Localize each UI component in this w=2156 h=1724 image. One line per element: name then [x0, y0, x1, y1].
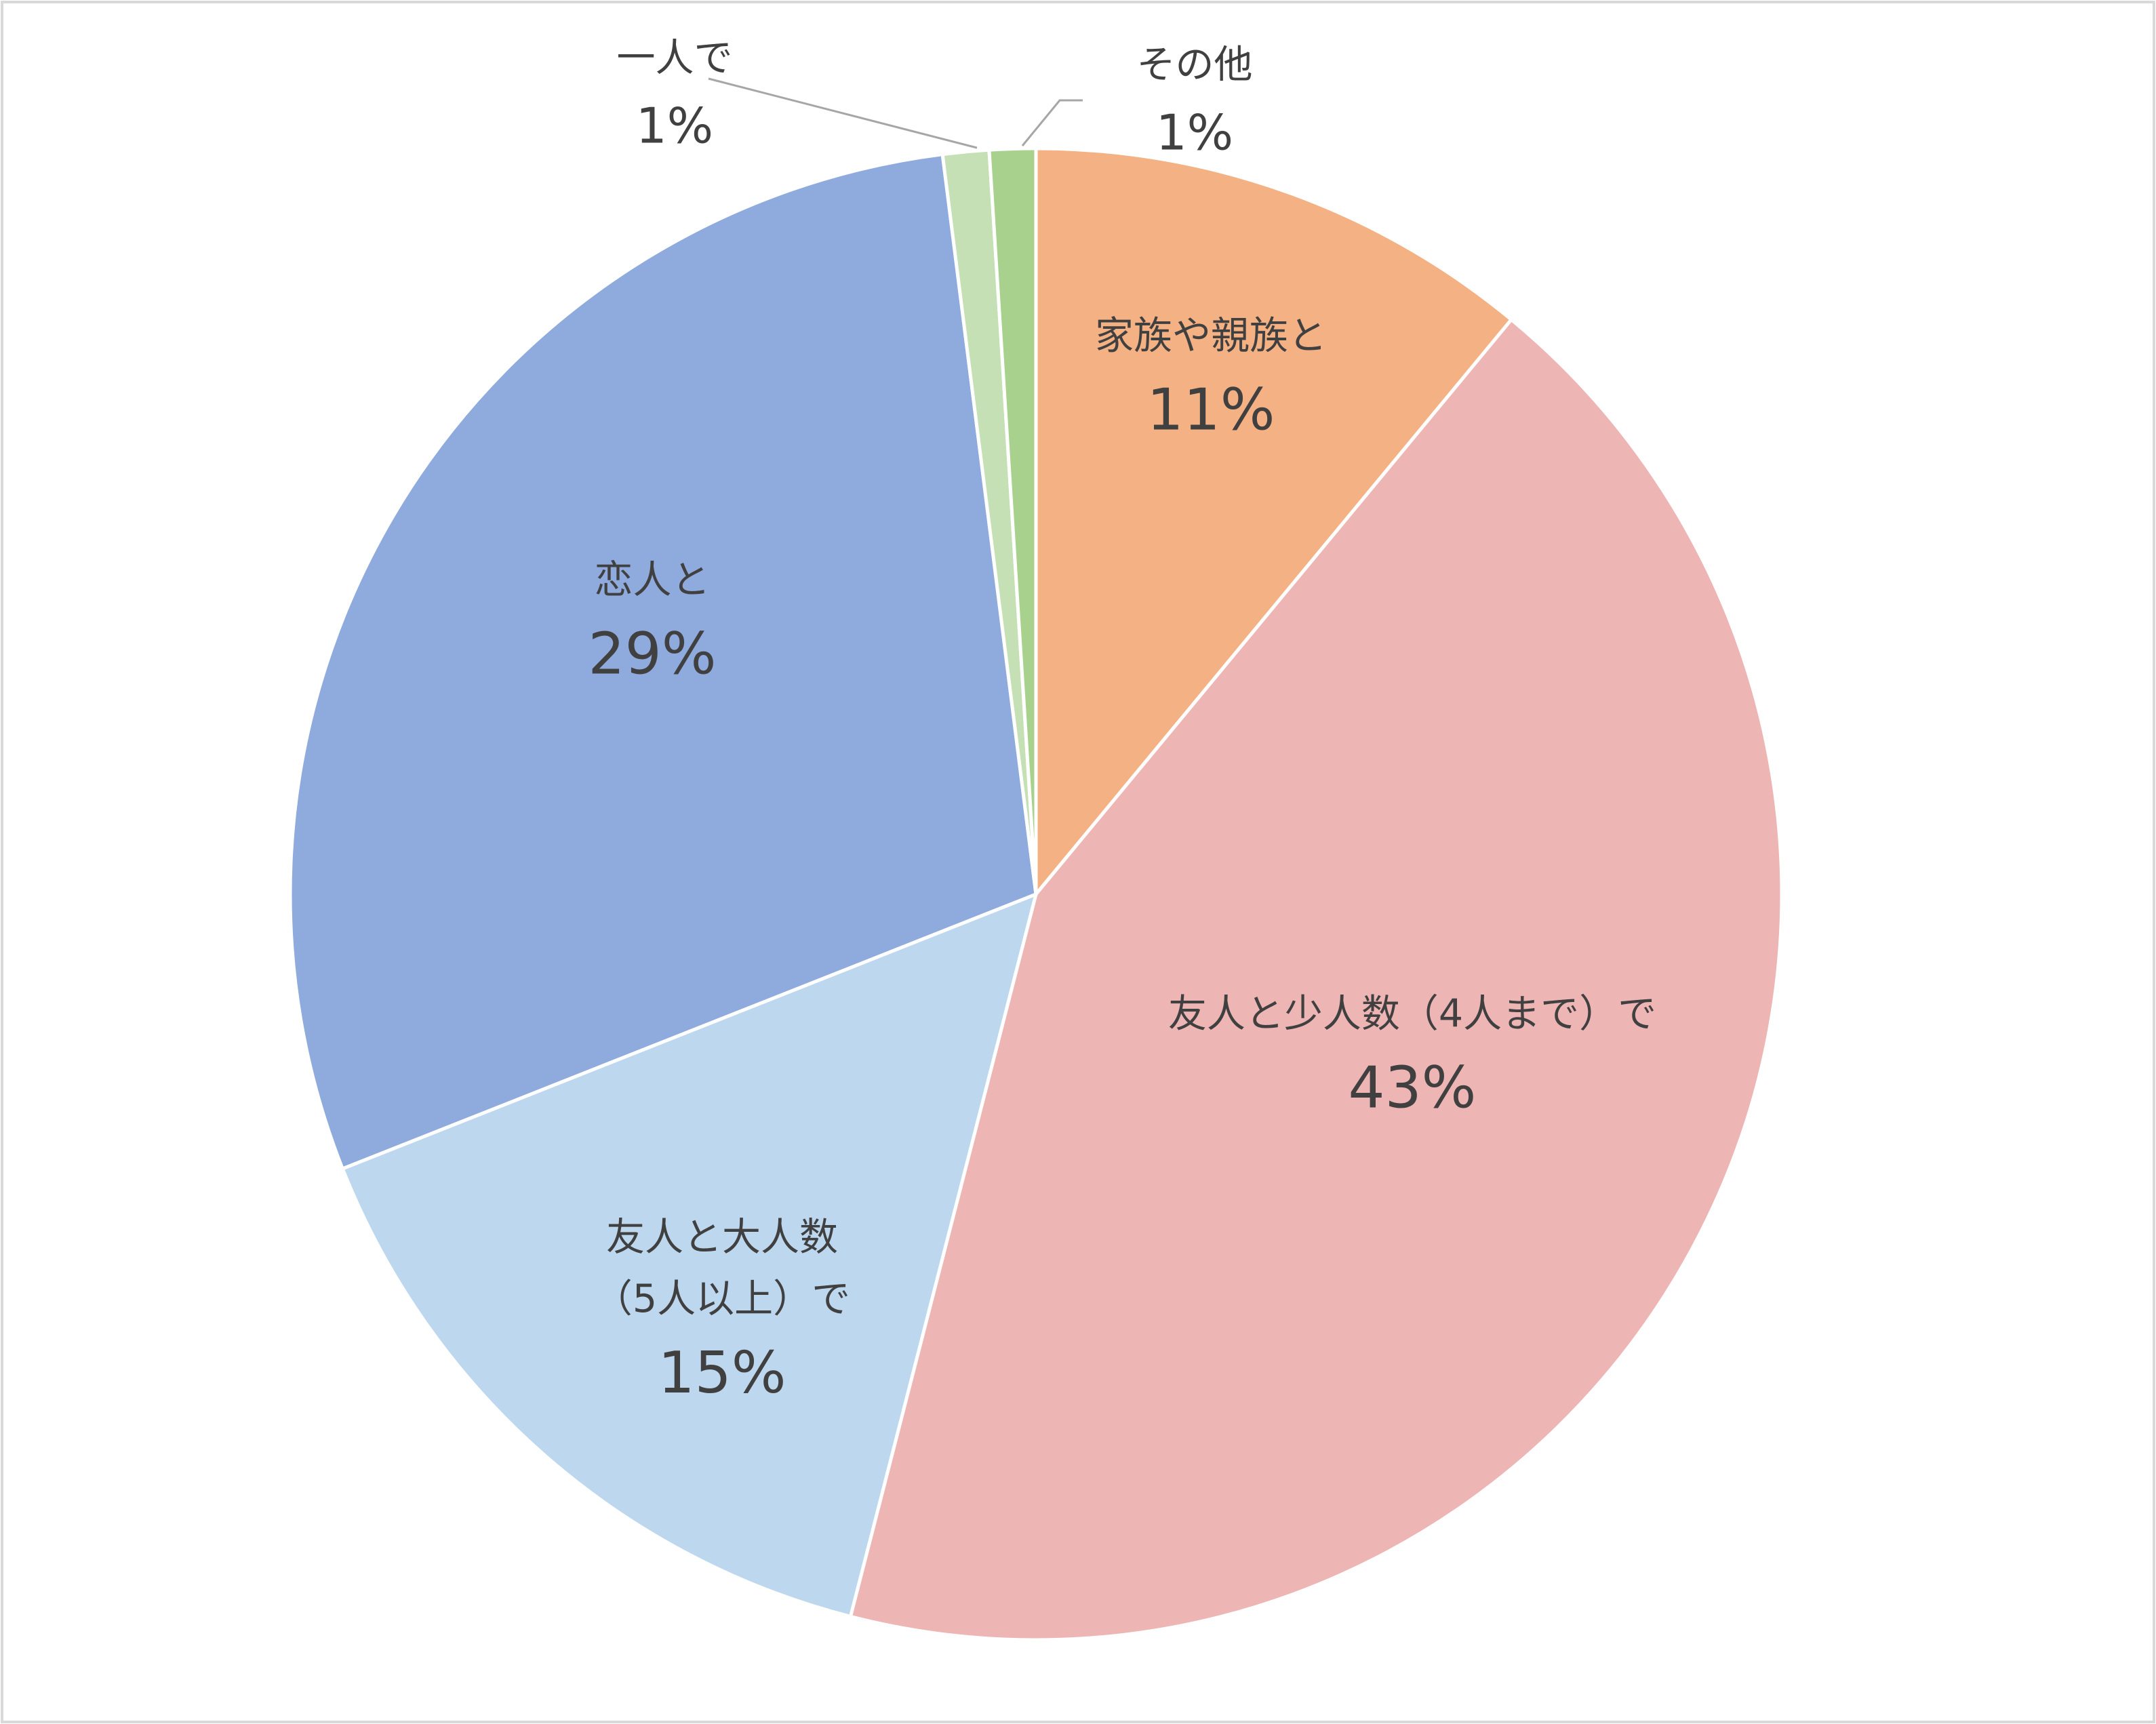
- slice-label: 友人と大人数（5人以上）で 15%: [580, 1207, 864, 1417]
- pie-slice: [1034, 146, 1514, 899]
- leader-line: [1021, 99, 1083, 146]
- value-label: 29%: [588, 620, 717, 688]
- slice-label: 友人と少人数（4人まで）で 43%: [1168, 984, 1656, 1132]
- value-label: 1%: [635, 97, 714, 155]
- slice-label: その他 1%: [1137, 34, 1253, 169]
- category-label: 恋人と: [594, 557, 711, 603]
- category-label: 友人と大人数（5人以上）で: [593, 1215, 851, 1322]
- leader-line: [708, 77, 978, 149]
- pie-slice: [340, 891, 1039, 1619]
- pie-slice: [987, 146, 1038, 895]
- slice-label: 家族や親族と 11%: [1095, 306, 1327, 454]
- category-label: 一人で: [616, 35, 733, 81]
- category-label: 友人と少人数（4人まで）で: [1167, 991, 1657, 1037]
- pie-slice: [288, 152, 1038, 1171]
- value-label: 15%: [658, 1340, 786, 1407]
- value-label: 11%: [1146, 376, 1275, 444]
- slice-label: 一人で 1%: [617, 27, 733, 162]
- category-label: その他: [1136, 42, 1253, 87]
- value-label: 43%: [1348, 1054, 1477, 1122]
- pie-slice: [848, 317, 1784, 1642]
- category-label: 家族や親族と: [1095, 313, 1327, 359]
- value-label: 1%: [1155, 104, 1234, 161]
- slice-label: 恋人と 29%: [588, 550, 717, 698]
